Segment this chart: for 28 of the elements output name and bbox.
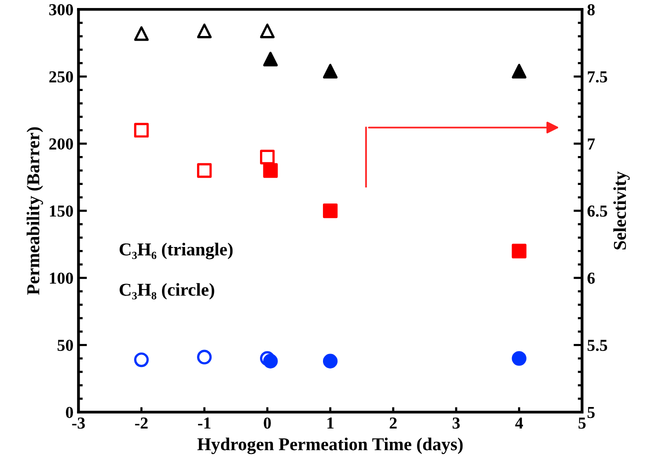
y2-tick-label: 5.5 [588,340,608,352]
x-tick-label: 4 [515,418,523,429]
y2-tick-label: 6 [587,272,595,284]
y2-tick-label: 8 [587,4,595,16]
y-tick-label: 50 [58,340,73,351]
x-tick-label: -2 [135,418,148,429]
x-tick-label: 0 [264,417,271,429]
y2-tick-label: 6.5 [587,206,608,217]
x-tick-label: 3 [452,418,460,429]
y2-tick-label: 7.5 [588,71,608,83]
x-tick-label: 1 [327,418,334,429]
annotation: C₃H₈ (circle) [120,283,214,300]
y-tick-label: 200 [49,138,73,150]
y2-tick-label: 5 [588,406,595,418]
y-tick-label: 150 [50,205,73,217]
y-tick-label: 0 [66,406,73,418]
annotation: C₃H₆ (triangle) [120,242,233,260]
x-tick-label: 5 [578,418,586,429]
x-tick-label: 2 [390,418,397,429]
x-tick-label: -3 [72,418,85,429]
x-axis-title: Hydrogen Permeation Time (days) [197,438,463,454]
y-tick-label: 250 [49,71,73,82]
y-tick-label: 300 [49,4,73,16]
x-tick-label: -1 [198,418,210,429]
y-axis-title: Permeability (Barrer) [26,127,44,295]
y2-tick-label: 7 [588,138,595,150]
y2-axis-title: Selectivity [613,171,630,250]
y-tick-label: 100 [50,272,73,284]
